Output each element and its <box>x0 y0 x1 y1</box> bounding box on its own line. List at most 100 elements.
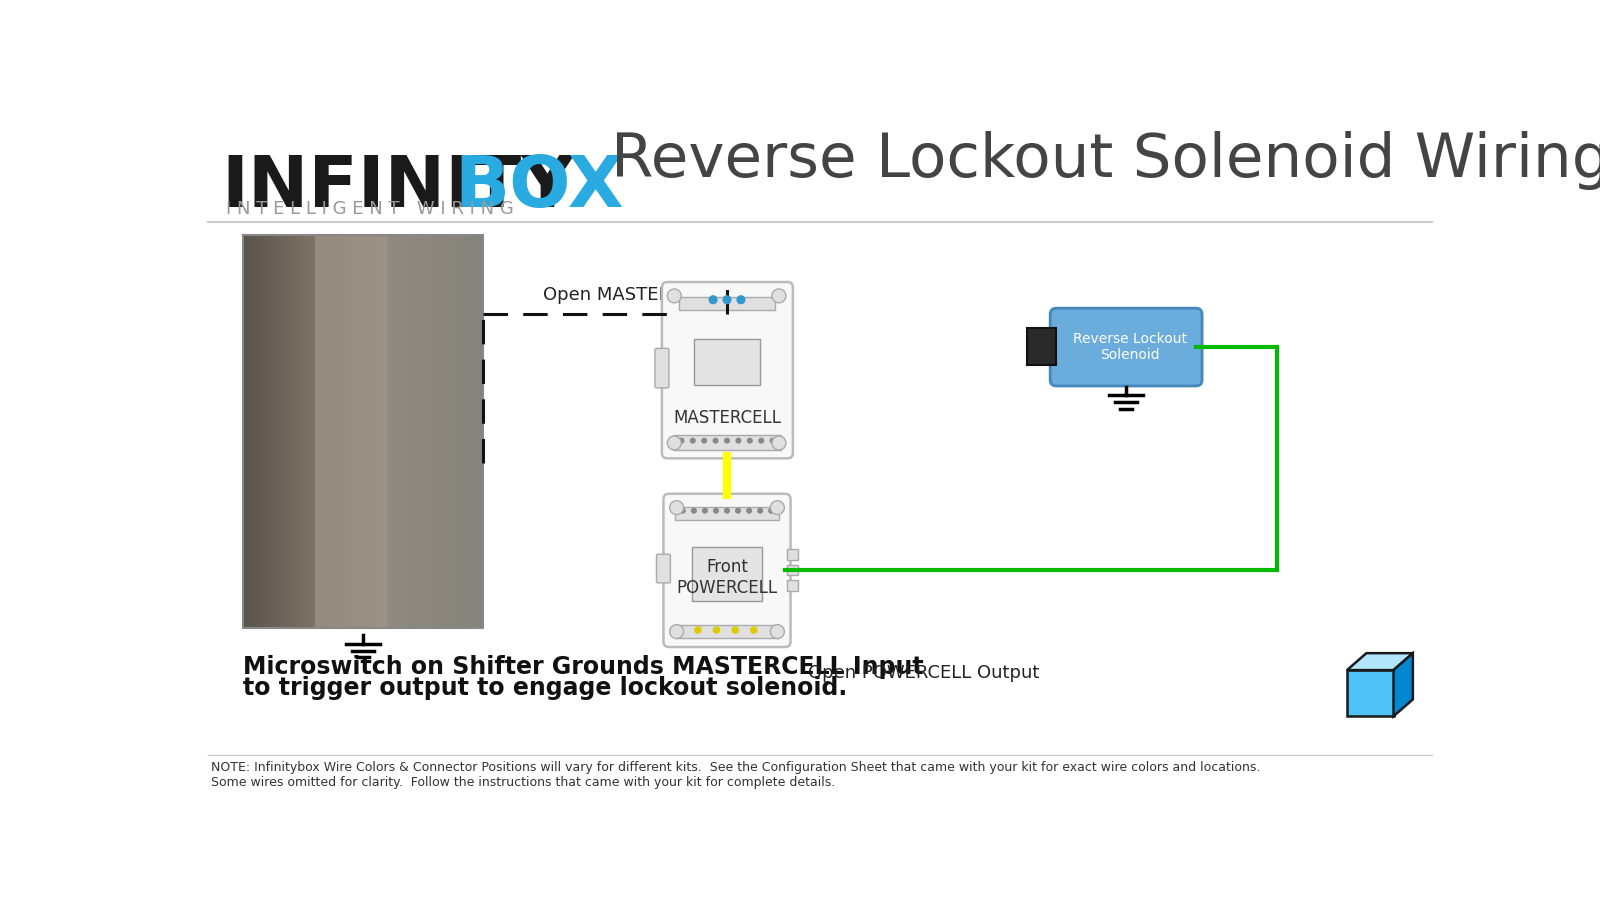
Circle shape <box>670 500 683 515</box>
FancyBboxPatch shape <box>430 235 435 628</box>
Circle shape <box>702 438 707 443</box>
FancyBboxPatch shape <box>310 235 315 628</box>
Circle shape <box>723 296 731 303</box>
Text: Front
POWERCELL: Front POWERCELL <box>677 558 778 597</box>
Circle shape <box>747 508 752 513</box>
Circle shape <box>667 436 682 450</box>
FancyBboxPatch shape <box>200 108 1440 801</box>
FancyBboxPatch shape <box>326 235 331 628</box>
Polygon shape <box>1347 670 1394 716</box>
FancyBboxPatch shape <box>675 507 779 519</box>
FancyBboxPatch shape <box>363 235 368 628</box>
FancyBboxPatch shape <box>334 235 339 628</box>
FancyBboxPatch shape <box>246 235 251 628</box>
FancyBboxPatch shape <box>331 235 336 628</box>
FancyBboxPatch shape <box>267 235 272 628</box>
Text: Reverse Lockout
Solenoid: Reverse Lockout Solenoid <box>1074 331 1187 362</box>
FancyBboxPatch shape <box>371 235 376 628</box>
Circle shape <box>758 508 763 513</box>
FancyBboxPatch shape <box>462 235 467 628</box>
FancyBboxPatch shape <box>1027 328 1056 365</box>
FancyBboxPatch shape <box>451 235 456 628</box>
FancyBboxPatch shape <box>694 339 760 385</box>
FancyBboxPatch shape <box>347 235 352 628</box>
FancyBboxPatch shape <box>318 235 323 628</box>
Circle shape <box>714 508 718 513</box>
FancyBboxPatch shape <box>243 235 248 628</box>
FancyBboxPatch shape <box>446 235 451 628</box>
Circle shape <box>747 438 752 443</box>
Circle shape <box>770 438 774 443</box>
FancyBboxPatch shape <box>414 235 419 628</box>
FancyBboxPatch shape <box>374 235 379 628</box>
Circle shape <box>709 296 717 303</box>
FancyBboxPatch shape <box>275 235 280 628</box>
Circle shape <box>770 508 773 513</box>
FancyBboxPatch shape <box>379 235 384 628</box>
Text: Reverse Lockout Solenoid Wiring: Reverse Lockout Solenoid Wiring <box>611 131 1600 190</box>
FancyBboxPatch shape <box>278 235 283 628</box>
FancyBboxPatch shape <box>339 235 344 628</box>
FancyBboxPatch shape <box>358 235 363 628</box>
FancyBboxPatch shape <box>478 235 483 628</box>
FancyBboxPatch shape <box>454 235 459 628</box>
Circle shape <box>750 627 757 633</box>
FancyBboxPatch shape <box>654 348 669 388</box>
Circle shape <box>678 438 683 443</box>
FancyBboxPatch shape <box>390 235 395 628</box>
Circle shape <box>691 508 696 513</box>
Circle shape <box>736 438 741 443</box>
FancyBboxPatch shape <box>475 235 480 628</box>
Circle shape <box>725 508 730 513</box>
FancyBboxPatch shape <box>307 235 312 628</box>
Circle shape <box>771 436 786 450</box>
Text: INFINITY: INFINITY <box>222 153 574 221</box>
Text: Open MASTERCELL Input: Open MASTERCELL Input <box>544 285 766 303</box>
Circle shape <box>667 289 682 302</box>
Circle shape <box>771 625 784 638</box>
Circle shape <box>714 438 718 443</box>
FancyBboxPatch shape <box>270 235 275 628</box>
FancyBboxPatch shape <box>675 626 779 638</box>
FancyBboxPatch shape <box>323 235 328 628</box>
Circle shape <box>738 296 746 303</box>
Text: BOX: BOX <box>454 153 624 221</box>
FancyBboxPatch shape <box>411 235 416 628</box>
FancyBboxPatch shape <box>342 235 347 628</box>
FancyBboxPatch shape <box>355 235 360 628</box>
FancyBboxPatch shape <box>291 235 296 628</box>
FancyBboxPatch shape <box>664 494 790 647</box>
FancyBboxPatch shape <box>787 580 797 590</box>
FancyBboxPatch shape <box>283 235 288 628</box>
FancyBboxPatch shape <box>382 235 387 628</box>
FancyBboxPatch shape <box>656 554 670 583</box>
FancyBboxPatch shape <box>470 235 475 628</box>
Circle shape <box>702 508 707 513</box>
FancyBboxPatch shape <box>395 235 400 628</box>
Polygon shape <box>1347 653 1413 670</box>
Text: to trigger output to engage lockout solenoid.: to trigger output to engage lockout sole… <box>243 676 846 700</box>
Circle shape <box>725 438 730 443</box>
FancyBboxPatch shape <box>427 235 432 628</box>
FancyBboxPatch shape <box>387 235 392 628</box>
Circle shape <box>733 627 738 633</box>
Circle shape <box>771 289 786 302</box>
FancyBboxPatch shape <box>459 235 464 628</box>
Text: MASTERCELL: MASTERCELL <box>674 409 781 427</box>
Circle shape <box>680 508 685 513</box>
FancyBboxPatch shape <box>259 235 264 628</box>
FancyBboxPatch shape <box>467 235 472 628</box>
FancyBboxPatch shape <box>693 547 762 601</box>
FancyBboxPatch shape <box>350 235 355 628</box>
Circle shape <box>736 508 741 513</box>
FancyBboxPatch shape <box>438 235 443 628</box>
FancyBboxPatch shape <box>286 235 291 628</box>
FancyBboxPatch shape <box>787 549 797 560</box>
Circle shape <box>670 625 683 638</box>
FancyBboxPatch shape <box>403 235 408 628</box>
FancyBboxPatch shape <box>315 235 320 628</box>
Circle shape <box>771 500 784 515</box>
FancyBboxPatch shape <box>262 235 267 628</box>
Text: I N T E L L I G E N T   W I R I N G: I N T E L L I G E N T W I R I N G <box>226 201 514 219</box>
Polygon shape <box>1394 653 1413 716</box>
